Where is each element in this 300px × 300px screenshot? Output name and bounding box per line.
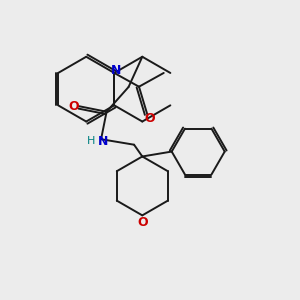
Text: O: O <box>137 216 148 229</box>
Text: O: O <box>144 112 154 124</box>
Text: H: H <box>87 136 95 146</box>
Text: N: N <box>111 64 122 77</box>
Text: N: N <box>98 135 108 148</box>
Text: O: O <box>68 100 79 113</box>
